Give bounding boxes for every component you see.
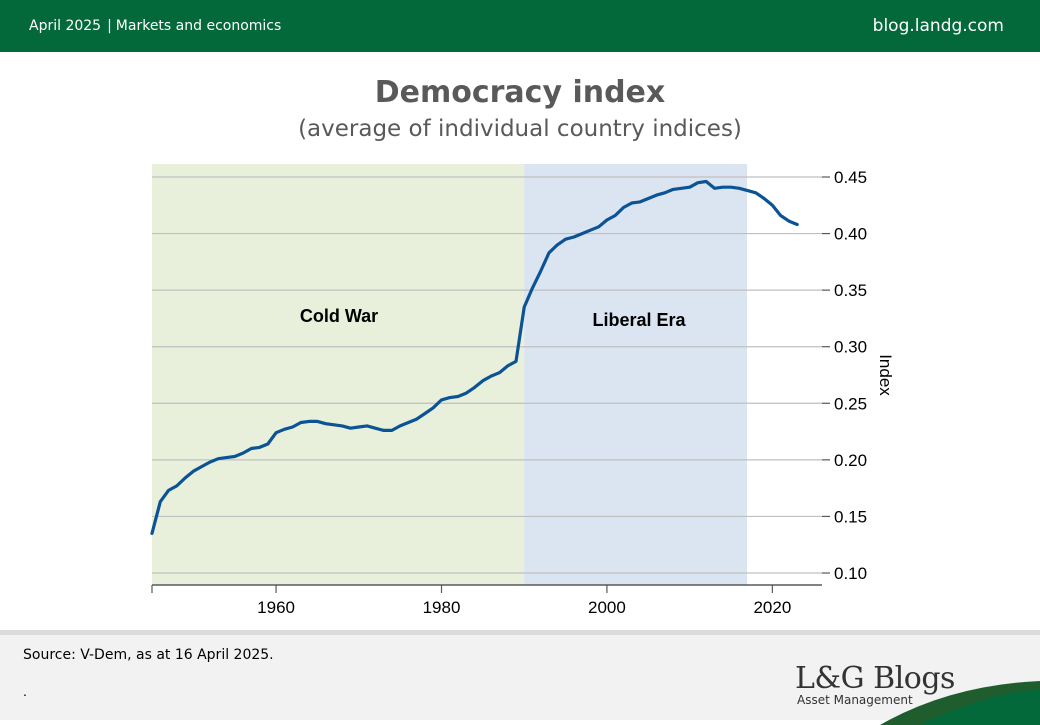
- x-tick-label: 1960: [257, 598, 295, 617]
- y-tick-label: 0.40: [834, 225, 867, 244]
- x-tick-label: 2000: [588, 598, 626, 617]
- header-bar: April 2025 | Markets and economics blog.la…: [0, 0, 1040, 52]
- democracy-index-chart: Cold War Liberal Era 0.10 0.15 0.20 0.25 0.30 0…: [150, 164, 895, 617]
- series-layer: [150, 179, 799, 536]
- y-tick-label: 0.30: [834, 338, 867, 357]
- series-line-democracy-index: [150, 179, 799, 536]
- footer: Source: V-Dem, as at 16 April 2025. . L&…: [0, 630, 1040, 725]
- axes: [151, 176, 830, 593]
- x-tick-label: 2020: [753, 598, 791, 617]
- chart-labels: Cold War Liberal Era 0.10 0.15 0.20 0.25 0.30 0…: [257, 168, 895, 617]
- header-date: April 2025: [29, 18, 102, 34]
- y-tick-label: 0.25: [834, 394, 867, 413]
- region-liberal-era: [524, 164, 747, 585]
- y-tick-label: 0.35: [834, 281, 867, 300]
- region-cold-war: [152, 164, 525, 585]
- source-note: Source: V-Dem, as at 16 April 2025.: [23, 647, 274, 663]
- header-category[interactable]: Markets and economics: [115, 18, 282, 34]
- y-tick-label: 0.10: [834, 564, 867, 583]
- era-regions: [152, 164, 747, 585]
- brand-swoosh-icon: [880, 681, 1040, 725]
- chart-title: Democracy index: [374, 75, 666, 110]
- x-tick-label: 1980: [423, 598, 461, 617]
- header-left: April 2025 | Markets and economics: [29, 18, 281, 34]
- header-separator: |: [107, 18, 112, 34]
- brand-subtitle: Asset Management: [797, 693, 913, 707]
- site-link[interactable]: blog.landg.com: [872, 16, 1004, 36]
- region-label-cold-war: Cold War: [300, 306, 378, 326]
- region-label-liberal-era: Liberal Era: [592, 310, 686, 330]
- brand-logo[interactable]: L&G Blogs: [795, 661, 955, 696]
- footer-note: .: [23, 683, 27, 699]
- chart-subtitle: (average of individual country indices): [298, 116, 742, 142]
- y-tick-label: 0.20: [834, 451, 867, 470]
- y-axis-title: Index: [876, 354, 895, 396]
- y-tick-label: 0.45: [834, 168, 867, 187]
- y-tick-label: 0.15: [834, 507, 867, 526]
- gridlines: [152, 176, 822, 574]
